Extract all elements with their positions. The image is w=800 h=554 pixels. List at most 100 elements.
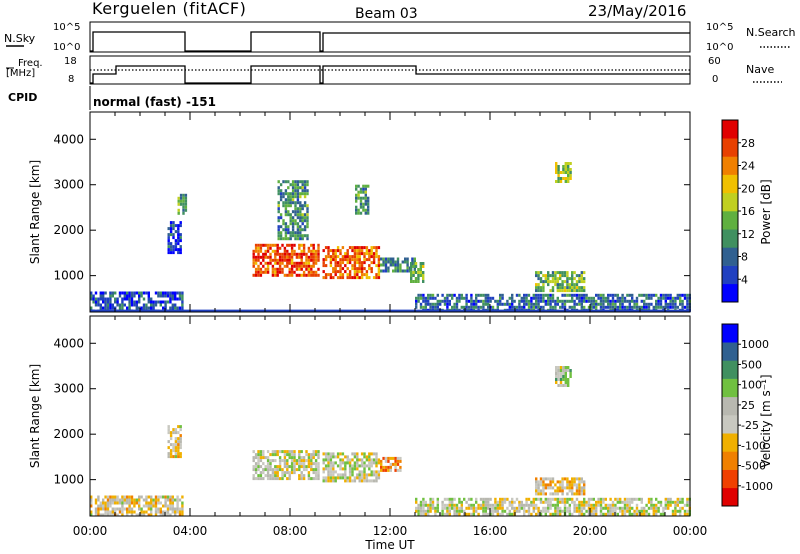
velocity-cell — [169, 443, 173, 447]
power-cell — [306, 210, 309, 214]
velocity-cell — [271, 474, 275, 478]
power-cell — [362, 202, 365, 206]
power-cell — [306, 234, 309, 238]
velocity-cell — [167, 452, 170, 456]
power-cell — [679, 296, 682, 300]
power-cell — [102, 306, 105, 310]
power-cell — [312, 246, 315, 250]
power-cell — [336, 270, 340, 274]
power-cell — [382, 263, 385, 267]
power-cell — [351, 246, 354, 250]
velocity-cell — [453, 509, 456, 513]
power-cell — [302, 261, 306, 265]
velocity-cell — [614, 509, 617, 513]
velocity-cell — [372, 479, 376, 483]
power-cell — [300, 267, 303, 271]
velocity-cell — [451, 497, 454, 501]
power-cell — [569, 171, 572, 174]
power-cell — [628, 299, 631, 303]
velocity-cell — [511, 503, 514, 507]
velocity-cell — [312, 471, 315, 475]
power-cell — [549, 296, 552, 300]
power-cell — [535, 305, 538, 309]
power-cell — [182, 193, 185, 197]
power-cell — [324, 273, 328, 277]
velocity-cell — [276, 453, 279, 457]
power-cell — [616, 296, 619, 300]
velocity-cell — [312, 453, 315, 457]
power-cell — [377, 246, 381, 250]
velocity-cell — [659, 503, 663, 507]
velocity-cell — [686, 500, 689, 504]
power-cell — [465, 302, 468, 306]
velocity-cell — [172, 443, 175, 447]
velocity-cell — [177, 437, 180, 441]
power-cell — [300, 252, 303, 256]
nave-label: Nave — [746, 63, 774, 76]
power-cell — [290, 255, 294, 259]
power-cell — [458, 299, 461, 303]
velocity-cell — [659, 500, 663, 504]
power-cell — [562, 177, 565, 180]
power-cell — [518, 305, 521, 309]
power-cell — [580, 280, 583, 284]
power-cell — [307, 267, 311, 271]
velocity-cell — [564, 375, 567, 378]
power-cell — [104, 291, 107, 295]
power-cell — [339, 270, 342, 274]
velocity-cell — [575, 503, 579, 507]
velocity-cell — [657, 506, 660, 510]
velocity-cell — [334, 470, 337, 474]
velocity-cell — [592, 512, 595, 516]
velocity-cell — [448, 509, 451, 513]
velocity-cell — [491, 503, 495, 507]
power-cell — [419, 302, 423, 306]
velocity-cell — [387, 459, 390, 463]
power-cell — [556, 296, 559, 300]
velocity-cell — [307, 477, 311, 481]
velocity-cell — [370, 461, 373, 465]
power-cell — [611, 305, 615, 309]
velocity-cell — [448, 512, 451, 516]
velocity-cell — [157, 495, 160, 499]
velocity-cell — [664, 500, 667, 504]
power-cell — [619, 302, 622, 306]
power-cell — [294, 213, 297, 217]
velocity-cell — [559, 480, 562, 484]
velocity-cell — [344, 467, 347, 471]
power-cell — [303, 201, 307, 205]
velocity-cell — [104, 513, 107, 517]
velocity-cell — [542, 500, 545, 504]
power-cell — [257, 243, 260, 247]
velocity-cell — [561, 486, 564, 490]
velocity-cell — [154, 501, 158, 505]
power-cell — [277, 216, 280, 220]
velocity-cell — [314, 459, 318, 463]
velocity-cell — [567, 366, 570, 369]
velocity-region-4 — [380, 456, 402, 472]
velocity-cell — [307, 459, 311, 463]
power-cell — [106, 306, 110, 310]
velocity-cell — [595, 500, 598, 504]
power-cell — [410, 280, 413, 283]
velocity-cell — [332, 461, 335, 465]
power-cell — [162, 291, 165, 295]
velocity-cell — [118, 501, 122, 505]
power-cell — [293, 270, 296, 274]
velocity-cell — [302, 474, 306, 478]
velocity-cell — [549, 506, 552, 510]
power-cell — [306, 237, 309, 241]
velocity-cell — [181, 504, 184, 508]
power-cell — [299, 201, 302, 205]
velocity-cell — [271, 477, 275, 481]
power-cell — [372, 276, 376, 280]
power-cell — [306, 207, 309, 211]
velocity-cell — [511, 506, 514, 510]
power-cell — [184, 199, 188, 203]
power-cell — [92, 294, 95, 298]
power-cell — [370, 255, 373, 259]
power-cell — [282, 192, 285, 196]
velocity-cell — [542, 480, 545, 484]
power-cell — [177, 230, 180, 234]
power-cell — [683, 293, 687, 297]
